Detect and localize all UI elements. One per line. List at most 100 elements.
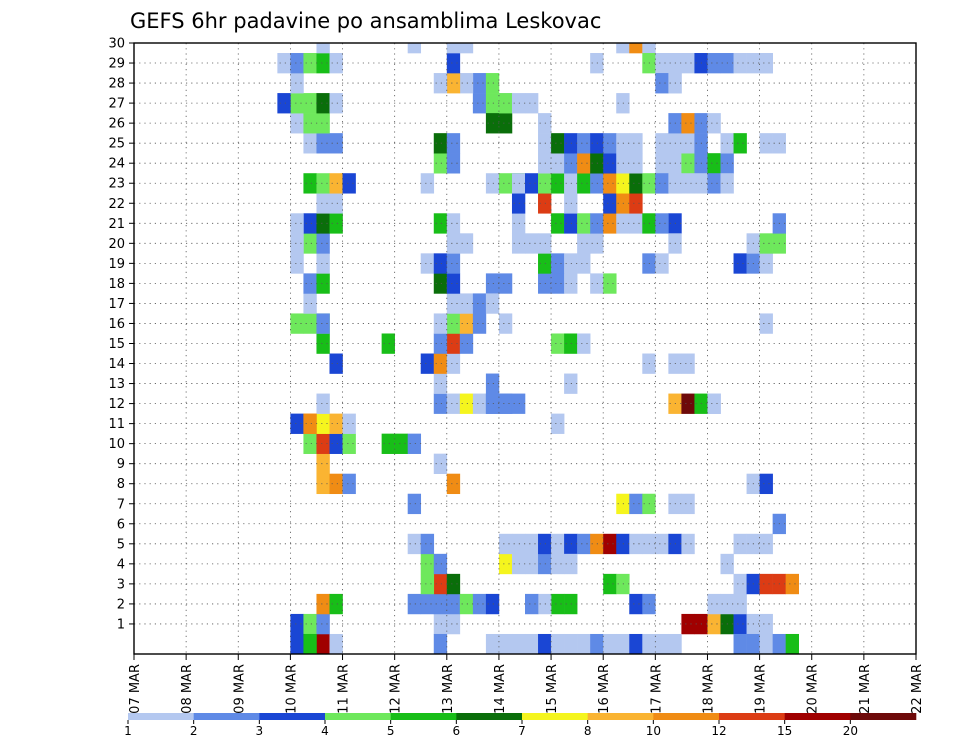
heatmap-cell [511, 553, 526, 575]
heatmap-cell [433, 373, 448, 394]
heatmap-cell [303, 413, 317, 434]
colorbar-label: 5 [387, 724, 395, 738]
colorbar-swatch [719, 713, 785, 720]
heatmap-cell [733, 633, 747, 655]
heatmap-cell [759, 613, 773, 635]
x-tick-label: 22 MAR [910, 664, 925, 714]
heatmap-cell [785, 573, 799, 595]
heatmap-cell [759, 53, 773, 74]
heatmap-cell [681, 533, 695, 555]
heatmap-cell [577, 233, 591, 254]
heatmap-cell [733, 133, 747, 154]
heatmap-cell [655, 153, 669, 174]
heatmap-cell [459, 333, 474, 354]
heatmap-cell [629, 173, 643, 194]
colorbar-swatch [850, 713, 917, 720]
heatmap-cell [485, 593, 500, 615]
y-tick-label: 7 [117, 497, 125, 512]
heatmap-cell [329, 93, 343, 114]
heatmap-cell [329, 173, 343, 194]
heatmap-cell [459, 593, 474, 615]
heatmap-cell [707, 613, 721, 635]
heatmap-cell [433, 153, 448, 174]
heatmap-cell [316, 213, 330, 234]
x-tick-label: 12 MAR [389, 664, 404, 714]
heatmap-cell [472, 93, 487, 114]
heatmap-cell [642, 43, 656, 54]
y-tick-label: 10 [108, 437, 125, 452]
heatmap-cell [446, 613, 461, 635]
heatmap-cell [316, 273, 330, 294]
heatmap-cell [733, 53, 747, 74]
heatmap-cell [316, 453, 330, 474]
colorbar-label: 1 [124, 724, 132, 738]
heatmap-cell [603, 533, 617, 555]
x-tick-label: 16 MAR [597, 664, 612, 714]
heatmap-cell [681, 393, 695, 414]
heatmap-cell [538, 133, 552, 154]
y-tick-label: 2 [117, 597, 125, 612]
y-tick-label: 28 [108, 77, 125, 92]
heatmap-cell [707, 593, 721, 615]
heatmap-cell [759, 533, 773, 555]
heatmap-cell [603, 193, 617, 214]
heatmap-cell [655, 533, 669, 555]
colorbar-swatch [193, 713, 260, 720]
heatmap-cell [733, 593, 747, 615]
heatmap-cell [564, 373, 578, 394]
heatmap-cell [316, 613, 330, 635]
heatmap-cell [472, 313, 487, 334]
heatmap-cell [446, 43, 461, 54]
heatmap-cell [407, 433, 422, 454]
heatmap-cell [551, 333, 565, 354]
heatmap-cell [511, 213, 526, 234]
heatmap-cell [316, 133, 330, 154]
heatmap-cell [433, 133, 448, 154]
heatmap-cell [316, 53, 330, 74]
heatmap-cell [538, 113, 552, 134]
x-tick-label: 18 MAR [701, 664, 716, 714]
y-tick-label: 3 [117, 577, 125, 592]
heatmap-cell [577, 133, 591, 154]
heatmap-cell [616, 43, 630, 54]
heatmap-cell [629, 43, 643, 54]
heatmap-cell [433, 313, 448, 334]
heatmap-cell [303, 53, 317, 74]
y-tick-label: 26 [108, 117, 125, 132]
heatmap-cell [577, 253, 591, 274]
heatmap-cell [472, 593, 487, 615]
heatmap-cells [277, 43, 799, 655]
heatmap-cell [316, 633, 330, 655]
heatmap-cell [498, 633, 513, 655]
heatmap-cell [329, 433, 343, 454]
heatmap-cell [420, 573, 435, 595]
heatmap-cell [290, 53, 304, 74]
heatmap-cell [290, 73, 304, 94]
heatmap-cell [303, 293, 317, 314]
heatmap-cell [538, 233, 552, 254]
heatmap-cell [551, 153, 565, 174]
heatmap-cell [433, 333, 448, 354]
y-tick-label: 25 [108, 137, 125, 152]
heatmap-cell [511, 633, 526, 655]
heatmap-cell [525, 93, 539, 114]
heatmap-cell [446, 573, 461, 595]
colorbar-swatch [522, 713, 588, 720]
heatmap-cell [577, 153, 591, 174]
heatmap-cell [564, 593, 578, 615]
heatmap-cell [420, 593, 435, 615]
heatmap-cell [551, 133, 565, 154]
colorbar-swatch [390, 713, 457, 720]
heatmap-cell [525, 553, 539, 575]
y-axis: 1234567891011121314151617181920212223242… [108, 37, 134, 632]
heatmap-cell [746, 633, 760, 655]
heatmap-cell [785, 633, 799, 655]
chart-title: GEFS 6hr padavine po ansamblima Leskovac [130, 9, 601, 33]
heatmap-cell [446, 293, 461, 314]
heatmap-cell [433, 73, 448, 94]
heatmap-cell [498, 93, 513, 114]
heatmap-cell [316, 193, 330, 214]
heatmap-cell [277, 93, 291, 114]
heatmap-cell [590, 633, 604, 655]
heatmap-cell [316, 253, 330, 274]
